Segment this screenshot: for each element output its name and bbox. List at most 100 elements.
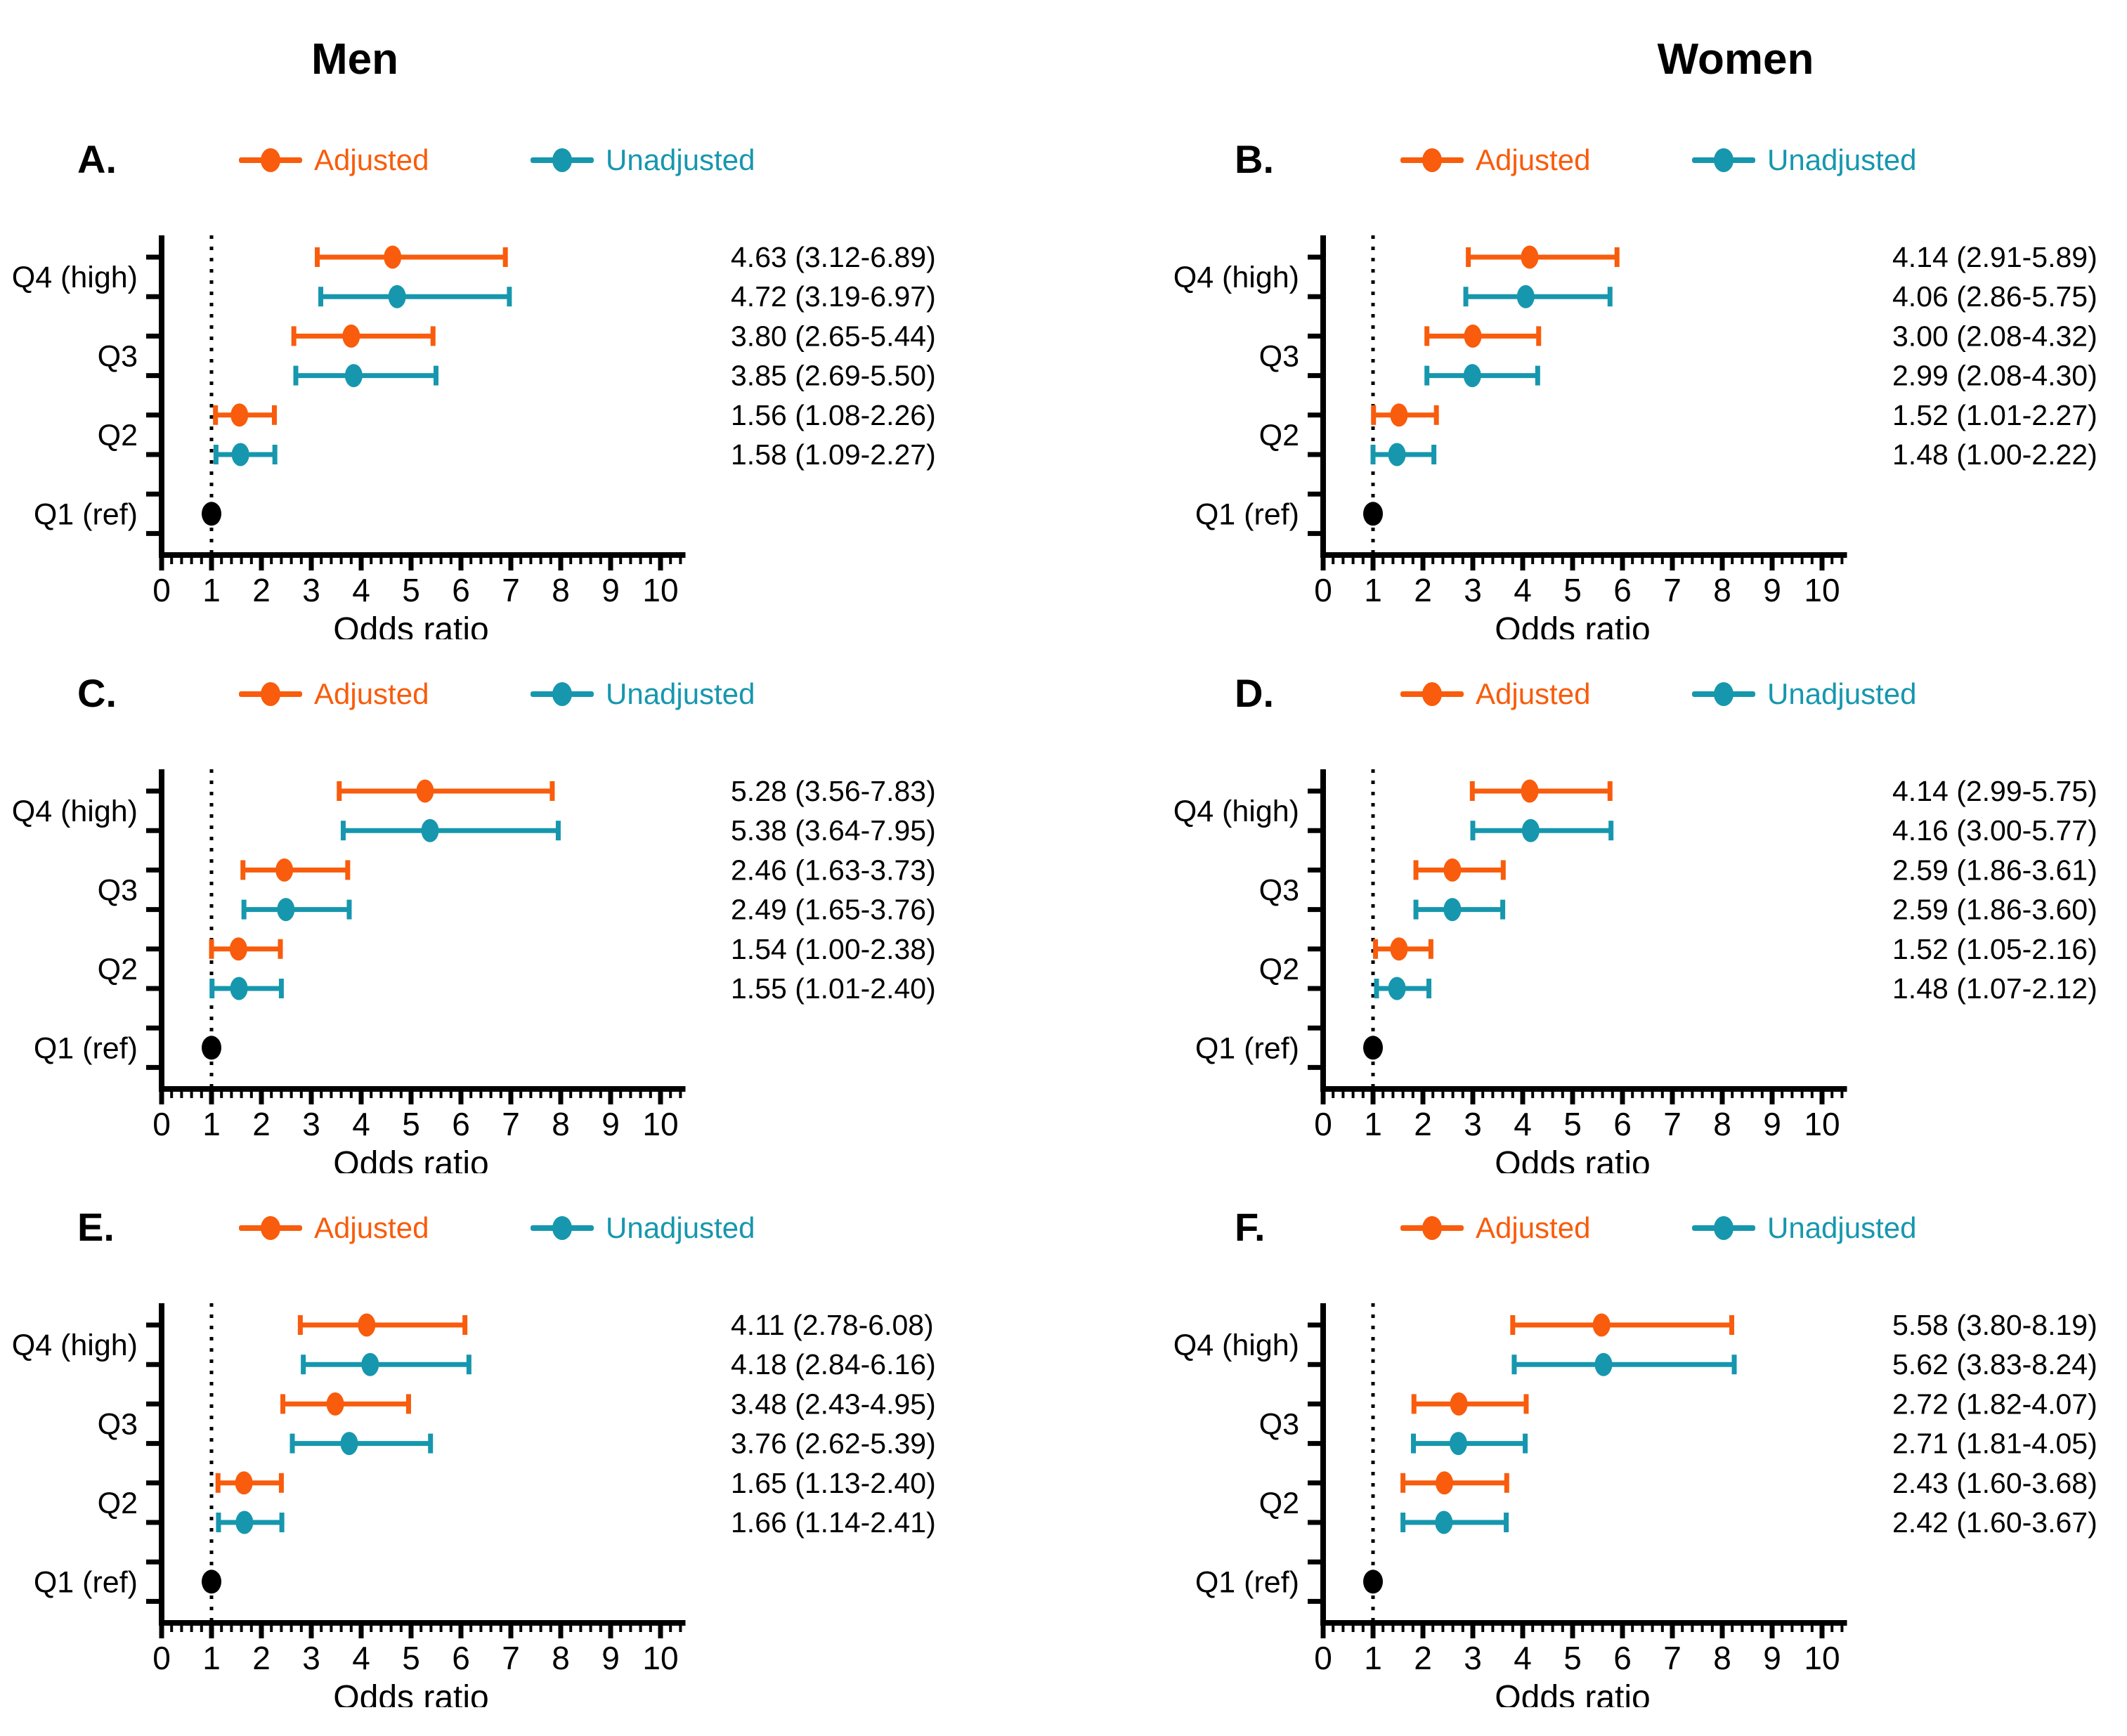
odds-ratio-point <box>388 285 406 308</box>
x-tick-label: 9 <box>1763 1640 1781 1676</box>
y-category-label: Q4 (high) <box>12 261 138 294</box>
annotation-text: 4.14 (2.91-5.89) <box>1892 241 2097 273</box>
panel-letter: B. <box>1235 137 1274 181</box>
x-tick-label: 1 <box>202 572 221 608</box>
y-category-label: Q1 (ref) <box>1195 1031 1299 1065</box>
odds-ratio-point <box>344 364 363 388</box>
x-tick-label: 2 <box>1414 572 1432 608</box>
x-tick-label: 5 <box>402 1106 420 1142</box>
x-tick-label: 10 <box>642 1640 678 1676</box>
x-tick-label: 7 <box>1663 1640 1682 1676</box>
odds-ratio-point <box>1521 245 1539 269</box>
odds-ratio-point <box>1516 285 1535 308</box>
odds-ratio-point <box>340 1432 358 1456</box>
y-axis <box>1308 769 1326 1092</box>
x-tick-label: 6 <box>452 1640 470 1676</box>
x-tick-label: 8 <box>1713 1106 1731 1142</box>
x-tick-label: 0 <box>152 1640 171 1676</box>
series-adjusted <box>1371 245 1620 427</box>
y-category-label: Q1 (ref) <box>1195 1565 1299 1599</box>
y-category-label: Q4 (high) <box>1173 261 1299 294</box>
y-category-label: Q3 <box>98 340 138 374</box>
annotation-text: 1.52 (1.01-2.27) <box>1892 399 2097 431</box>
x-axis: 0 1 2 3 4 5 6 7 8 9 10 <box>1314 1086 1847 1142</box>
series-unadjusted <box>213 285 512 466</box>
annotation-text: 4.11 (2.78-6.08) <box>731 1309 934 1341</box>
legend-unadjusted-label: Unadjusted <box>1767 677 1917 710</box>
odds-ratio-point <box>361 1352 379 1376</box>
series-adjusted <box>1373 779 1613 961</box>
x-tick-label: 4 <box>1514 572 1532 608</box>
x-tick-label: 10 <box>642 572 678 608</box>
annotation-text: 3.76 (2.62-5.39) <box>731 1428 936 1460</box>
x-axis: 0 1 2 3 4 5 6 7 8 9 10 <box>1314 552 1847 608</box>
annotations: 4.14 (2.99-5.75) 4.16 (3.00-5.77) 2.59 (1.… <box>1892 775 2097 1005</box>
x-axis-title: Odds ratio <box>333 1679 488 1707</box>
odds-ratio-point <box>230 977 248 1000</box>
series-unadjusted <box>1400 1352 1737 1534</box>
x-tick-label: 3 <box>1464 1106 1482 1142</box>
annotation-text: 2.71 (1.81-4.05) <box>1892 1428 2097 1460</box>
y-category-label: Q3 <box>1259 1408 1299 1442</box>
annotation-text: 2.49 (1.65-3.76) <box>731 894 936 926</box>
x-tick-label: 0 <box>1314 1640 1332 1676</box>
odds-ratio-point <box>230 403 249 427</box>
annotation-text: 5.62 (3.83-8.24) <box>1892 1348 2097 1381</box>
annotations: 4.63 (3.12-6.89) 4.72 (3.19-6.97) 3.80 (2.… <box>731 241 936 471</box>
panel-a: A. Adjusted Unadjusted 0 1 2 3 4 5 6 7 8 9 10 Odds … <box>0 105 1063 639</box>
x-tick-label: 7 <box>502 572 520 608</box>
x-axis-title: Odds ratio <box>333 611 488 639</box>
panel-c: C. Adjusted Unadjusted 0 1 2 3 4 5 6 7 8 9 10 Odds … <box>0 639 1063 1173</box>
legend: Adjusted Unadjusted <box>0 105 1063 211</box>
legend: Adjusted Unadjusted <box>1064 639 2127 745</box>
odds-ratio-point <box>229 937 247 961</box>
annotation-text: 1.54 (1.00-2.38) <box>731 933 936 965</box>
x-tick-label: 8 <box>1713 1640 1731 1676</box>
odds-ratio-point <box>1436 1471 1454 1495</box>
odds-ratio-point <box>275 858 294 882</box>
odds-ratio-point <box>231 443 249 466</box>
series-adjusted <box>215 1313 468 1495</box>
x-axis-title: Odds ratio <box>1495 1679 1650 1707</box>
reference-point <box>1363 1036 1383 1060</box>
annotations: 5.58 (3.80-8.19) 5.62 (3.83-8.24) 2.72 (1.… <box>1892 1309 2097 1539</box>
x-tick-label: 8 <box>552 572 570 608</box>
odds-ratio-point <box>1521 779 1539 803</box>
odds-ratio-point <box>1594 1352 1613 1376</box>
x-tick-label: 4 <box>1514 1106 1532 1142</box>
annotations: 5.28 (3.56-7.83) 5.38 (3.64-7.95) 2.46 (1.… <box>731 775 936 1005</box>
x-tick-label: 5 <box>1563 1106 1582 1142</box>
adjusted-marker-icon <box>239 148 302 172</box>
y-category-label: Q4 (high) <box>12 1329 138 1362</box>
legend-adjusted-label: Adjusted <box>1476 1211 1591 1244</box>
panel-letter: E. <box>77 1205 115 1249</box>
forest-plot: 0 1 2 3 4 5 6 7 8 9 10 Odds ratio Q4 (high) Q3 Q2 Q1 (r… <box>1173 769 2097 1173</box>
odds-ratio-point <box>1592 1313 1611 1337</box>
x-tick-label: 9 <box>1763 572 1781 608</box>
x-tick-label: 2 <box>252 1640 271 1676</box>
legend-adjusted-label: Adjusted <box>314 677 429 710</box>
x-tick-label: 7 <box>1663 572 1682 608</box>
forest-plot: 0 1 2 3 4 5 6 7 8 9 10 Odds ratio Q4 (high) Q3 Q2 Q1 (r… <box>1173 1303 2097 1707</box>
x-tick-label: 0 <box>1314 572 1332 608</box>
x-tick-label: 9 <box>1763 1106 1781 1142</box>
y-category-label: Q3 <box>98 874 138 908</box>
legend-unadjusted-label: Unadjusted <box>606 677 755 710</box>
odds-ratio-point <box>1388 977 1406 1000</box>
series-adjusted <box>1400 1313 1734 1495</box>
adjusted-marker-icon <box>1400 682 1464 706</box>
adjusted-marker-icon <box>1400 148 1464 172</box>
x-tick-label: 0 <box>152 1106 171 1142</box>
odds-ratio-point <box>1443 898 1462 922</box>
y-axis <box>1308 1303 1326 1626</box>
annotation-text: 2.46 (1.63-3.73) <box>731 854 936 886</box>
y-axis-labels: Q4 (high) Q3 Q2 Q1 (ref) <box>1173 261 1299 531</box>
legend: Adjusted Unadjusted <box>0 639 1063 745</box>
odds-ratio-point <box>1521 818 1540 842</box>
annotation-text: 4.14 (2.99-5.75) <box>1892 775 2097 807</box>
annotation-text: 1.56 (1.08-2.26) <box>731 399 936 431</box>
y-category-label: Q1 (ref) <box>1195 497 1299 531</box>
odds-ratio-point <box>342 324 360 348</box>
x-tick-label: 4 <box>352 1106 370 1142</box>
